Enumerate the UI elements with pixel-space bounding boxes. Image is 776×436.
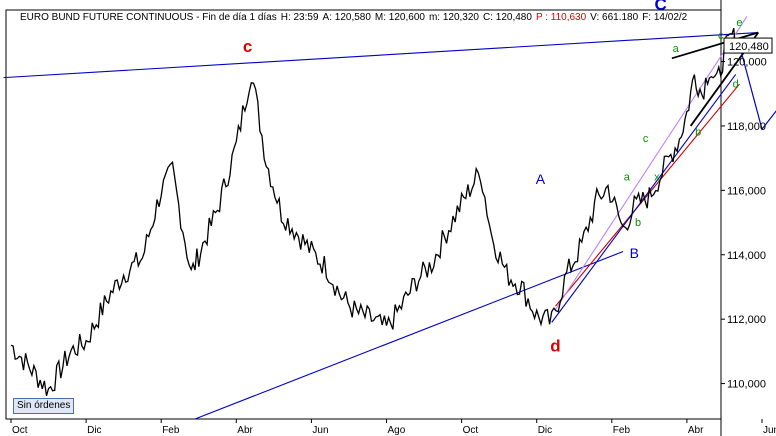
trendline-3	[555, 83, 740, 307]
projection-line	[738, 45, 776, 131]
x-tick-label-11: Jun	[763, 425, 776, 436]
x-tick-label-1: Oct	[12, 425, 28, 436]
x-tick-label-5: Jun	[312, 425, 328, 436]
trendline-6	[671, 31, 759, 60]
x-tick-label-6: Ago	[388, 425, 406, 436]
x-tick-label-3: Feb	[162, 425, 180, 436]
wave-label-14: e	[736, 17, 742, 29]
trendline-1	[3, 31, 759, 79]
last-price-marker	[723, 37, 773, 54]
x-tick-label-2: Dic	[87, 425, 101, 436]
trendline-2	[194, 251, 624, 420]
wave-label-11: b	[695, 127, 701, 139]
trendline-5	[555, 16, 748, 310]
y-tick-label-3: 114,000	[727, 250, 766, 262]
wave-label-9: x	[654, 172, 660, 184]
wave-label-5: B	[630, 245, 639, 261]
wave-label-13: d	[733, 78, 739, 90]
header-bar: EURO BUND FUTURE CONTINUOUS - Fin de día…	[20, 12, 688, 23]
wave-label-8: c	[643, 133, 649, 145]
y-tick-label-4: 116,000	[727, 185, 766, 197]
last-price-label: 120,480	[729, 41, 769, 53]
price-series-line	[10, 28, 740, 396]
trendline-4	[551, 74, 737, 323]
orders-status-button[interactable]: Sin órdenes	[13, 398, 75, 414]
y-tick-label-2: 112,000	[727, 314, 766, 326]
x-tick-label-10: Abr	[688, 425, 704, 436]
x-tick-label-4: Abr	[237, 425, 253, 436]
y-tick-label-6: 120,000	[727, 57, 767, 69]
x-tick-label-9: Feb	[613, 425, 631, 436]
wave-label-10: a	[673, 43, 680, 55]
x-tick-label-7: Oct	[463, 425, 479, 436]
wave-label-2: d	[550, 336, 560, 355]
wave-label-4: A	[536, 171, 546, 187]
wave-label-3: C	[654, 0, 666, 14]
y-tick-label-1: 110,000	[727, 379, 766, 391]
wave-label-1: c	[243, 37, 252, 56]
wave-label-6: a	[624, 172, 631, 184]
x-tick-label-8: Dic	[538, 425, 552, 436]
wave-label-12: c	[718, 30, 724, 42]
wave-label-7: b	[635, 217, 641, 229]
y-tick-label-5: 118,000	[727, 121, 766, 133]
